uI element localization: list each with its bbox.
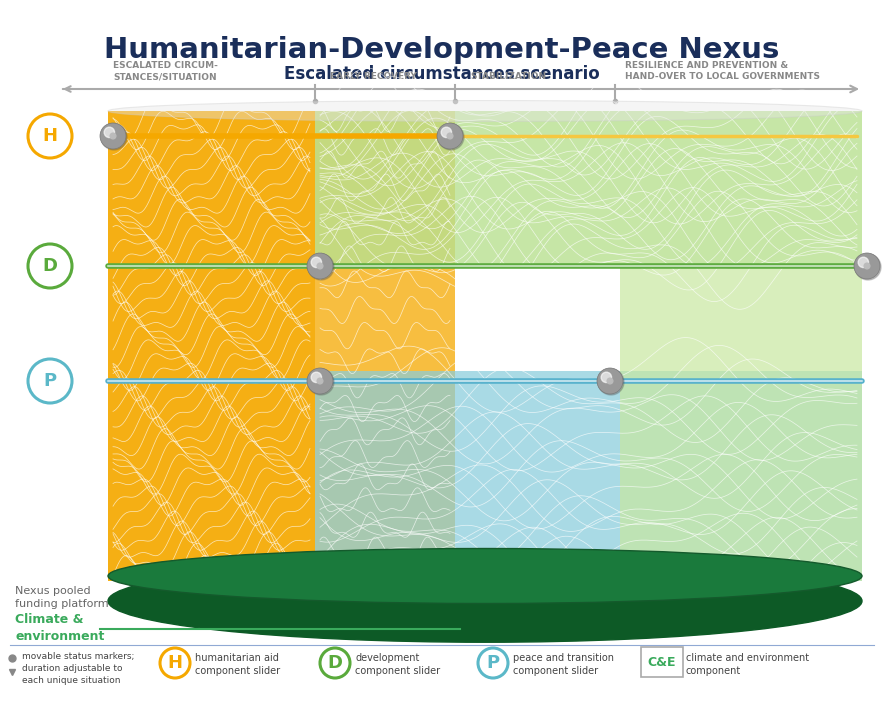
Ellipse shape [108,100,862,121]
Text: C&E: C&E [648,655,676,669]
Bar [315,371,862,581]
Text: D: D [327,654,342,672]
Text: development
component slider: development component slider [355,653,440,676]
Circle shape [855,254,881,280]
Circle shape [441,127,452,137]
Text: Escalated circumstances scenario: Escalated circumstances scenario [284,65,600,83]
Text: humanitarian aid
component slider: humanitarian aid component slider [195,653,280,676]
Text: P: P [43,372,57,390]
Circle shape [437,123,463,149]
Circle shape [308,254,334,280]
Circle shape [320,648,350,678]
Text: climate and environment
component: climate and environment component [686,653,809,676]
Text: movable status markers;
duration adjustable to
each unique situation: movable status markers; duration adjusta… [22,652,134,685]
Text: Nexus pooled
funding platform: Nexus pooled funding platform [15,586,109,609]
Circle shape [447,133,453,139]
Bar [315,111,862,266]
Text: H: H [42,127,57,145]
Circle shape [598,369,624,395]
Ellipse shape [108,560,862,642]
Circle shape [100,123,126,149]
Circle shape [28,114,72,158]
Ellipse shape [108,548,862,604]
Circle shape [308,369,334,395]
Text: Climate &
environment: Climate & environment [15,613,104,643]
Text: RESILIENCE AND PREVENTION &
HAND-OVER TO LOCAL GOVERNMENTS: RESILIENCE AND PREVENTION & HAND-OVER TO… [625,61,820,81]
Circle shape [160,648,190,678]
FancyBboxPatch shape [641,647,683,677]
Circle shape [317,263,323,269]
Text: peace and transition
component slider: peace and transition component slider [513,653,614,676]
Circle shape [854,253,880,279]
Circle shape [438,124,464,150]
Circle shape [607,378,613,384]
Text: ESCALATED CIRCUM-
STANCES/SITUATION: ESCALATED CIRCUM- STANCES/SITUATION [113,61,217,81]
Text: P: P [486,654,499,672]
Circle shape [307,253,333,279]
Bar [108,111,315,581]
Circle shape [865,263,870,269]
Circle shape [601,372,612,383]
Circle shape [307,368,333,394]
Circle shape [104,127,115,137]
Text: H: H [167,654,182,672]
Circle shape [311,257,322,268]
Circle shape [110,133,116,139]
Bar [315,111,455,581]
Circle shape [478,648,508,678]
Circle shape [28,359,72,403]
Bar [620,266,862,581]
Text: Humanitarian-Development-Peace Nexus: Humanitarian-Development-Peace Nexus [104,36,780,64]
Text: STABILIZATION: STABILIZATION [470,72,546,81]
Circle shape [311,372,322,383]
Circle shape [597,368,623,394]
Text: D: D [42,257,57,275]
Circle shape [101,124,127,150]
Circle shape [317,378,323,384]
Text: EARLY RECOVERY: EARLY RECOVERY [330,72,417,81]
Circle shape [858,257,869,268]
Circle shape [28,244,72,288]
